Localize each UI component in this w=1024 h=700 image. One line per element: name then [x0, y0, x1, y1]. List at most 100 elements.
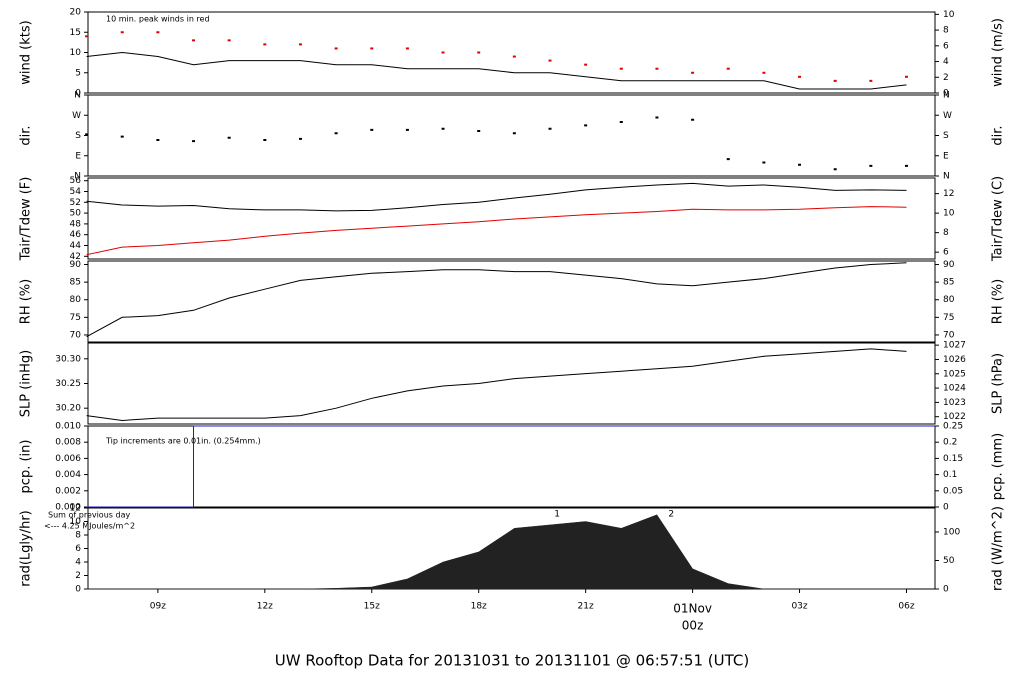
data-dot	[726, 67, 730, 70]
y2-tick-label: 1024	[943, 384, 966, 394]
annotation: Sum of previous day	[48, 511, 130, 520]
data-dot	[192, 39, 196, 42]
data-dot	[762, 71, 766, 74]
data-dot	[263, 139, 267, 141]
x-tick-label: 18z	[471, 602, 487, 612]
x-tick-label: 03z	[791, 602, 807, 612]
panel-frame	[87, 260, 936, 343]
y-tick-label: 46	[70, 230, 82, 240]
y-tick-label: N	[74, 91, 81, 101]
y-tick-label: 70	[70, 330, 82, 340]
y2-tick-label: 1023	[943, 398, 966, 408]
data-dot	[441, 127, 445, 130]
data-dot	[798, 163, 802, 166]
data-area	[86, 514, 907, 590]
annotation: 10 min. peak winds in red	[106, 15, 210, 24]
data-dot	[798, 75, 802, 78]
y2-tick-label: E	[943, 151, 949, 161]
y-tick-label: 42	[70, 252, 81, 262]
y2-axis-label: Tair/Tdew (C)	[991, 176, 1006, 262]
data-dot	[334, 47, 338, 50]
y2-tick-label: S	[943, 131, 949, 141]
y2-axis-label: pcp. (mm)	[991, 433, 1006, 500]
y-tick-label: 0.000	[55, 503, 81, 513]
y-tick-label: 15	[70, 28, 81, 38]
y2-tick-label: 6	[943, 41, 949, 51]
panel-frame	[87, 11, 936, 94]
y-axis-label: dir.	[19, 125, 34, 145]
panel-frame	[87, 94, 936, 177]
data-dot	[691, 71, 695, 74]
x-tick-label: 15z	[364, 602, 380, 612]
data-dot	[405, 47, 409, 50]
y-tick-label: N	[74, 172, 81, 182]
y2-tick-label: N	[943, 91, 950, 101]
data-dot	[477, 130, 481, 132]
y2-tick-label: 50	[943, 556, 955, 566]
data-dot	[227, 39, 231, 42]
y2-tick-label: 0	[943, 503, 949, 513]
y-tick-label: 75	[70, 313, 81, 323]
y-tick-label: 20	[70, 8, 82, 18]
y-tick-label: 2	[75, 571, 81, 581]
x-tick-label: 06z	[898, 602, 914, 612]
y-tick-label: 0.002	[55, 486, 81, 496]
data-line	[86, 348, 907, 422]
chart-title: UW Rooftop Data for 20131031 to 20131101…	[275, 652, 749, 670]
y2-tick-label: 6	[943, 248, 949, 258]
y-tick-label: 30.20	[55, 404, 81, 414]
data-dot	[156, 139, 160, 141]
data-dot	[726, 158, 730, 161]
y2-tick-label: 8	[943, 228, 949, 238]
data-dot	[619, 67, 623, 70]
x-tick-label: 00z	[682, 619, 704, 633]
y-tick-label: 0.004	[55, 470, 81, 480]
y2-tick-label: 0.15	[943, 454, 963, 464]
y2-tick-label: 2	[943, 73, 949, 83]
data-dot	[833, 168, 837, 171]
data-dot	[477, 51, 481, 54]
y-axis-label: Tair/Tdew (F)	[19, 177, 34, 262]
y2-tick-label: 0	[943, 89, 949, 99]
data-line	[86, 206, 907, 256]
data-dot	[263, 43, 267, 46]
data-dot	[869, 164, 873, 167]
data-dot	[298, 137, 302, 140]
y2-axis-label: SLP (hPa)	[991, 353, 1006, 414]
y2-tick-label: 1025	[943, 369, 966, 379]
data-dot	[370, 47, 374, 50]
y-axis-label: wind (kts)	[19, 20, 34, 84]
y2-tick-label: 1027	[943, 341, 966, 351]
y2-tick-label: 0.1	[943, 470, 957, 480]
data-dot	[405, 128, 409, 131]
y-tick-label: 85	[70, 278, 81, 288]
y2-tick-label: W	[943, 111, 952, 121]
data-dot	[156, 31, 160, 34]
y-tick-label: 4	[75, 558, 81, 568]
data-line	[86, 182, 907, 212]
y-tick-label: 5	[75, 68, 81, 78]
panel-frame	[87, 342, 936, 425]
data-dot	[120, 135, 124, 138]
y2-tick-label: 4	[943, 57, 949, 67]
y-tick-label: 0	[75, 89, 81, 99]
annotation: Tip increments are 0.01in. (0.254mm.)	[105, 437, 261, 446]
data-dot	[548, 127, 552, 130]
y-tick-label: 10	[70, 517, 82, 527]
y2-tick-label: N	[943, 172, 950, 182]
y-axis-label: SLP (inHg)	[19, 350, 34, 418]
y2-tick-label: 10	[943, 209, 955, 219]
y2-tick-label: 0.25	[943, 422, 963, 432]
data-dot	[584, 124, 588, 127]
data-line	[86, 51, 907, 90]
y2-tick-label: 100	[943, 527, 960, 537]
y2-tick-label: 8	[943, 26, 949, 36]
y2-tick-label: 70	[943, 330, 955, 340]
y-tick-label: W	[72, 111, 81, 121]
x-tick-label: 12z	[257, 602, 273, 612]
y-tick-label: 30.25	[55, 379, 81, 389]
y2-tick-label: 90	[943, 260, 955, 270]
y-tick-label: 30.30	[55, 354, 81, 364]
annotation: <--- 4.25 MJoules/m^2	[44, 522, 135, 531]
